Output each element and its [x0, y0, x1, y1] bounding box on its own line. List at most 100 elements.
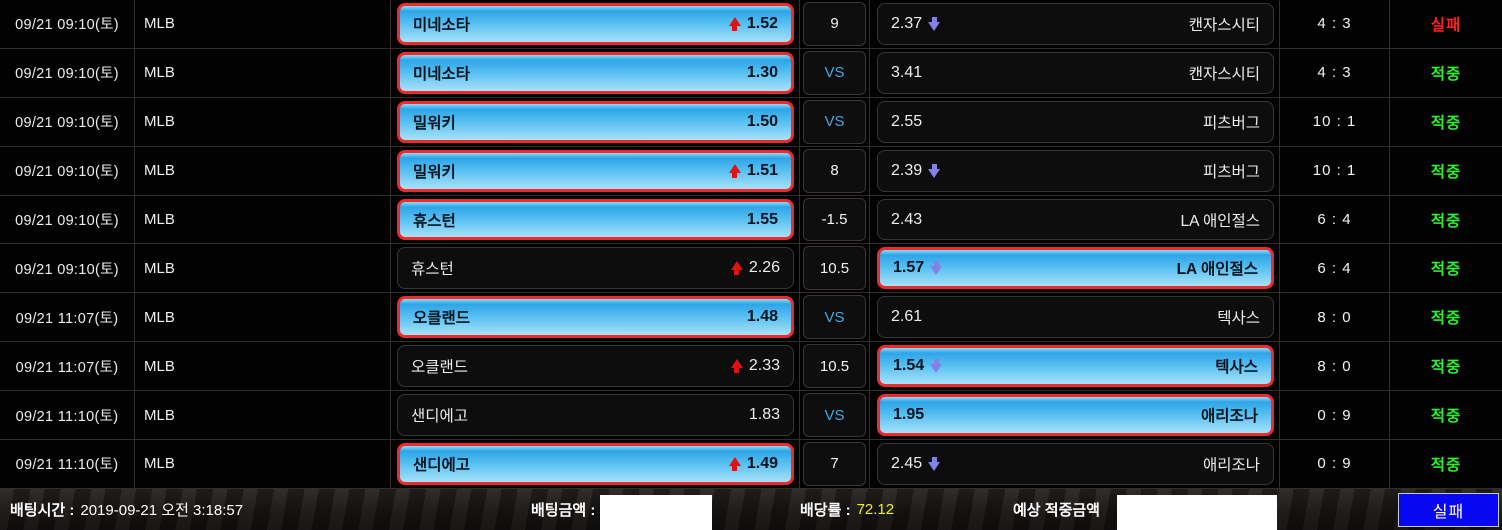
away-cell: 2.61 텍사스: [870, 293, 1280, 342]
odds-down-arrow: [930, 359, 943, 374]
home-team-name: 오클랜드: [411, 359, 469, 377]
away-pick-box[interactable]: 1.95 애리조나: [877, 394, 1274, 437]
home-odds: 1.55: [746, 210, 778, 228]
away-cell: 2.37 캔자스시티: [870, 0, 1280, 48]
league-label: MLB: [135, 293, 391, 342]
away-odds: 1.54: [893, 357, 925, 375]
away-cell: 3.41 캔자스시티: [870, 48, 1280, 97]
expected-amount-label: 예상 적중금액: [1013, 502, 1100, 519]
home-pick-box[interactable]: 밀워키 1.50: [397, 100, 794, 143]
home-odds: 1.30: [746, 63, 778, 81]
away-odds: 2.43: [891, 210, 923, 228]
score: 8 : 0: [1280, 342, 1390, 391]
home-pick-box[interactable]: 휴스턴 2.26: [397, 247, 794, 290]
match-datetime: 09/21 11:10(토): [0, 391, 135, 440]
home-pick-box[interactable]: 샌디에고 1.83: [397, 394, 794, 437]
away-team-name: 캔자스시티: [1188, 16, 1260, 34]
home-pick-box[interactable]: 오클랜드 1.48: [397, 296, 794, 339]
home-cell: 밀워키 1.50: [391, 97, 800, 146]
handicap-value: 7: [803, 442, 866, 486]
match-datetime: 09/21 09:10(토): [0, 0, 135, 48]
away-pick-box[interactable]: 2.45 애리조나: [877, 443, 1274, 485]
away-cell: 2.45 애리조나: [870, 440, 1280, 488]
home-cell: 휴스턴 2.26: [391, 244, 800, 293]
expected-amount: 예상 적중금액: [1013, 489, 1100, 530]
away-pick-box[interactable]: 2.55 피츠버그: [877, 100, 1274, 143]
away-team-name: 피츠버그: [1202, 163, 1260, 181]
away-cell: 2.39 피츠버그: [870, 146, 1280, 195]
away-pick-box[interactable]: 2.39 피츠버그: [877, 149, 1274, 192]
home-odds: 1.48: [746, 308, 778, 326]
score: 4 : 3: [1280, 0, 1390, 48]
home-pick-box[interactable]: 휴스턴 1.55: [397, 198, 794, 241]
home-team-name: 샌디에고: [413, 456, 471, 474]
away-team-name: 피츠버그: [1202, 114, 1260, 132]
bet-time-label: 배팅시간 :: [10, 502, 75, 519]
away-pick-box[interactable]: 2.61 텍사스: [877, 296, 1274, 339]
score: 6 : 4: [1280, 244, 1390, 293]
home-pick-box[interactable]: 밀워키 1.51: [397, 149, 794, 192]
result-badge: 적중: [1430, 65, 1462, 83]
away-pick-box[interactable]: 1.54 텍사스: [877, 345, 1274, 388]
handicap-cell: 10.5: [800, 244, 870, 293]
league-label: MLB: [135, 97, 391, 146]
home-pick-box[interactable]: 샌디에고 1.49: [397, 443, 794, 485]
handicap-value: 8: [803, 148, 866, 193]
handicap-value: VS: [803, 99, 866, 144]
handicap-value: VS: [803, 295, 866, 340]
away-pick-box[interactable]: 2.37 캔자스시티: [877, 3, 1274, 45]
odds-total: 배당률 : 72.12: [800, 489, 894, 530]
match-datetime: 09/21 11:07(토): [0, 293, 135, 342]
score: 10 : 1: [1280, 146, 1390, 195]
bet-row: 09/21 11:10(토) MLB 샌디에고 1.49 7 2.45 애리조나 0 : 9 적…: [0, 440, 1502, 489]
odds-down-arrow: [928, 163, 941, 178]
home-cell: 오클랜드 2.33: [391, 342, 800, 391]
handicap-cell: 8: [800, 146, 870, 195]
score: 4 : 3: [1280, 48, 1390, 97]
home-team-name: 휴스턴: [411, 261, 454, 279]
away-team-name: 텍사스: [1215, 359, 1258, 377]
league-label: MLB: [135, 391, 391, 440]
odds-up-arrow: [728, 163, 741, 178]
league-label: MLB: [135, 244, 391, 293]
away-odds: 1.95: [893, 406, 925, 424]
away-team-name: LA 애인절스: [1180, 212, 1260, 230]
away-team-name: 애리조나: [1202, 456, 1260, 474]
score: 6 : 4: [1280, 195, 1390, 244]
odds-up-arrow: [730, 359, 743, 374]
redacted-bet-amount-box: [600, 495, 712, 530]
match-datetime: 09/21 09:10(토): [0, 195, 135, 244]
bet-row: 09/21 09:10(토) MLB 미네소타 1.52 9 2.37 캔자스시티 4 : 3…: [0, 0, 1502, 49]
away-cell: 2.43 LA 애인절스: [870, 195, 1280, 244]
result-badge: 적중: [1430, 408, 1462, 426]
bet-history-table: 09/21 09:10(토) MLB 미네소타 1.52 9 2.37 캔자스시티 4 : 3…: [0, 0, 1502, 489]
redacted-expected-amount-box: [1117, 495, 1277, 530]
handicap-cell: -1.5: [800, 195, 870, 244]
home-cell: 샌디에고 1.83: [391, 391, 800, 440]
league-label: MLB: [135, 48, 391, 97]
home-cell: 샌디에고 1.49: [391, 440, 800, 488]
home-cell: 오클랜드 1.48: [391, 293, 800, 342]
bet-row: 09/21 09:10(토) MLB 휴스턴 1.55 -1.5 2.43 LA 애인절스 6…: [0, 195, 1502, 245]
home-pick-box[interactable]: 오클랜드 2.33: [397, 345, 794, 388]
league-label: MLB: [135, 440, 391, 488]
handicap-value: 10.5: [803, 344, 866, 389]
home-pick-box[interactable]: 미네소타 1.52: [397, 3, 794, 45]
handicap-cell: 7: [800, 440, 870, 488]
handicap-value: VS: [803, 50, 866, 95]
away-odds: 2.61: [891, 308, 923, 326]
away-pick-box[interactable]: 3.41 캔자스시티: [877, 51, 1274, 94]
away-team-name: 캔자스시티: [1188, 65, 1260, 83]
result-badge: 실패: [1430, 16, 1462, 34]
home-team-name: 휴스턴: [413, 212, 456, 230]
home-pick-box[interactable]: 미네소타 1.30: [397, 51, 794, 94]
home-cell: 미네소타 1.30: [391, 48, 800, 97]
fail-status-button[interactable]: 실패: [1398, 493, 1499, 527]
result-badge: 적중: [1430, 212, 1462, 230]
handicap-cell: VS: [800, 97, 870, 146]
league-label: MLB: [135, 146, 391, 195]
away-pick-box[interactable]: 2.43 LA 애인절스: [877, 198, 1274, 241]
odds-total-value: 72.12: [856, 501, 895, 518]
home-cell: 미네소타 1.52: [391, 0, 800, 48]
away-pick-box[interactable]: 1.57 LA 애인절스: [877, 247, 1274, 290]
